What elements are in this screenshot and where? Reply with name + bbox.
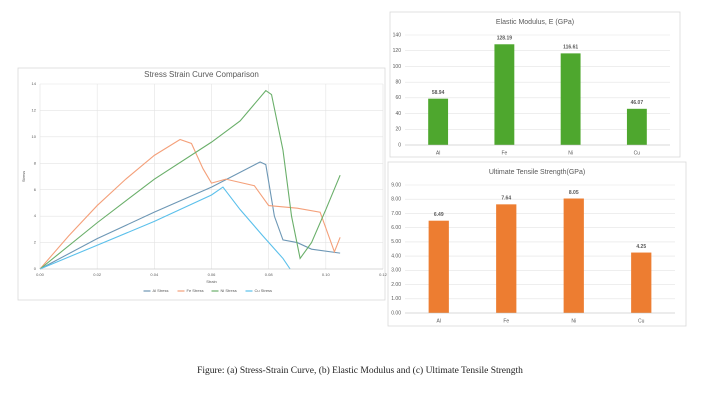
chart-frame xyxy=(17,67,386,301)
y-tick-label: 12 xyxy=(32,107,37,112)
bar xyxy=(496,204,517,313)
y-tick-label: 40 xyxy=(395,111,401,117)
bar xyxy=(563,198,584,313)
y-axis-label: Stress xyxy=(21,171,26,182)
y-tick-label: 60 xyxy=(395,95,401,101)
y-tick-label: 80 xyxy=(395,79,401,85)
x-tick-label: Cu xyxy=(638,318,645,324)
y-tick-label: 4 xyxy=(34,213,37,218)
x-tick-label: 0.02 xyxy=(93,272,102,277)
x-tick-label: Fe xyxy=(501,150,507,156)
y-tick-label: 6 xyxy=(34,187,37,192)
y-tick-label: 10 xyxy=(32,134,37,139)
x-tick-label: 0.00 xyxy=(36,272,45,277)
y-tick-label: 140 xyxy=(393,32,402,38)
bar xyxy=(626,108,647,145)
y-tick-label: 8.00 xyxy=(391,197,401,203)
y-tick-label: 6.00 xyxy=(391,225,401,231)
series-line xyxy=(39,89,341,270)
x-tick-label: Ni xyxy=(571,318,576,324)
y-tick-label: 20 xyxy=(395,127,401,133)
y-tick-label: 8 xyxy=(34,160,37,165)
y-tick-label: 2 xyxy=(34,240,37,245)
legend-label: Cu Stress xyxy=(255,288,273,293)
x-tick-label: 0.08 xyxy=(265,272,274,277)
y-tick-label: 4.00 xyxy=(391,253,401,259)
x-tick-label: Fe xyxy=(503,318,509,324)
x-tick-label: Al xyxy=(436,150,440,156)
series-line xyxy=(39,186,291,270)
y-tick-label: 5.00 xyxy=(391,239,401,245)
x-tick-label: 0.12 xyxy=(379,272,388,277)
bar xyxy=(428,220,449,313)
data-label: 7.64 xyxy=(501,196,511,202)
x-tick-label: 0.10 xyxy=(322,272,331,277)
y-tick-label: 120 xyxy=(393,48,402,54)
legend-label: Fe Stress xyxy=(187,288,204,293)
series-line xyxy=(39,161,341,270)
y-tick-label: 1.00 xyxy=(391,296,401,302)
x-tick-label: Ni xyxy=(568,150,573,156)
y-tick-label: 3.00 xyxy=(391,268,401,274)
x-tick-label: Al xyxy=(437,318,441,324)
data-label: 6.49 xyxy=(434,212,444,218)
bar xyxy=(494,44,515,146)
y-tick-label: 100 xyxy=(393,64,402,70)
bar xyxy=(631,252,652,313)
y-tick-label: 14 xyxy=(32,81,37,86)
legend-label: Al Stress xyxy=(153,288,169,293)
data-label: 128.19 xyxy=(497,36,513,42)
legend-label: Ni Stress xyxy=(221,288,237,293)
x-tick-label: 0.06 xyxy=(208,272,217,277)
x-axis-label: Strain xyxy=(206,279,216,284)
data-label: 4.25 xyxy=(636,244,646,250)
y-tick-label: 0 xyxy=(398,142,401,148)
y-tick-label: 7.00 xyxy=(391,211,401,217)
y-tick-label: 0 xyxy=(34,266,37,271)
caption: Figure: (a) Stress-Strain Curve, (b) Ela… xyxy=(197,365,523,376)
data-label: 8.05 xyxy=(569,190,579,196)
data-label: 58.94 xyxy=(432,90,445,96)
y-tick-label: 0.00 xyxy=(391,310,401,316)
chart-title: Ultimate Tensile Strength(GPa) xyxy=(489,169,585,176)
series-line xyxy=(39,138,341,270)
bar xyxy=(560,53,581,146)
y-tick-label: 9.00 xyxy=(391,182,401,188)
chart-title: Stress Strain Curve Comparison xyxy=(144,70,259,79)
x-tick-label: Cu xyxy=(634,150,641,156)
y-tick-label: 2.00 xyxy=(391,282,401,288)
chart-title: Elastic Modulus, E (GPa) xyxy=(496,19,574,26)
data-label: 46.07 xyxy=(631,100,644,106)
bar xyxy=(428,98,449,145)
data-label: 116.61 xyxy=(563,45,578,51)
x-tick-label: 0.04 xyxy=(150,272,159,277)
